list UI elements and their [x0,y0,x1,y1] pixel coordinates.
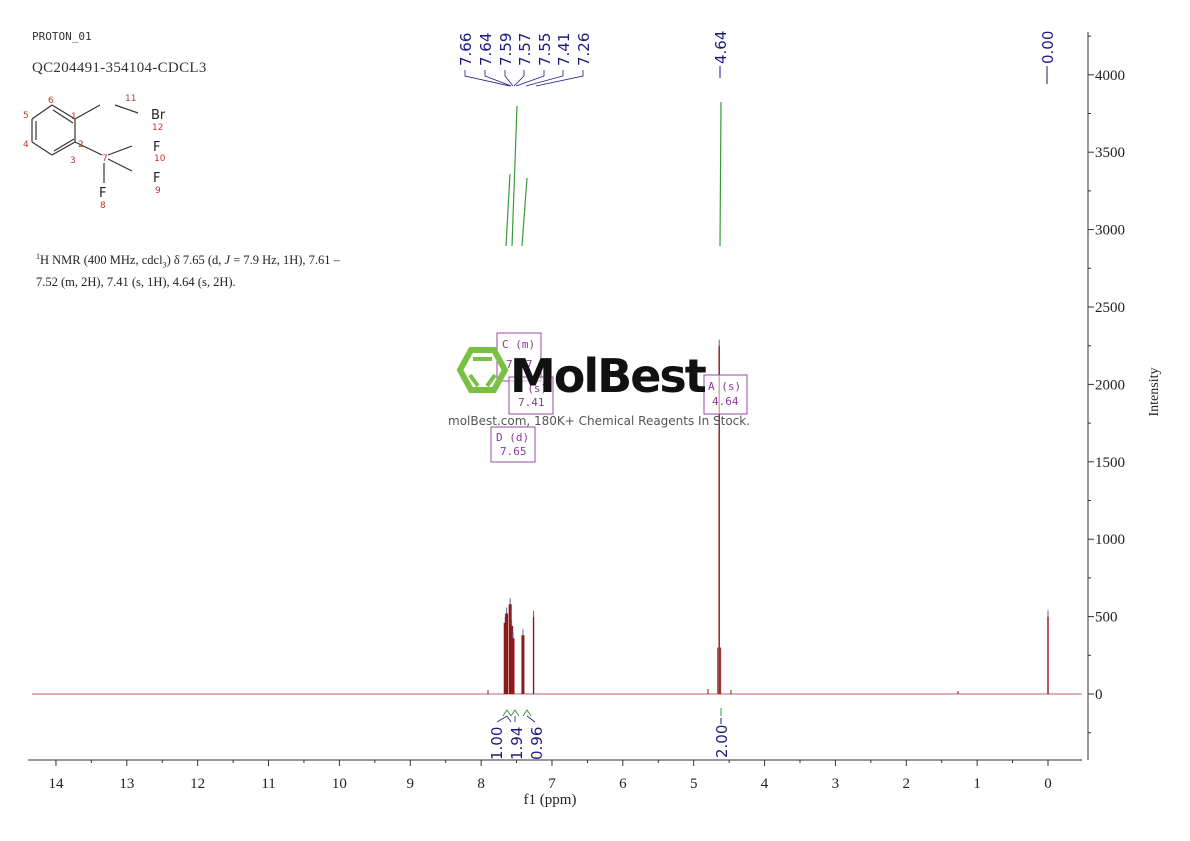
x-tick-label: 12 [190,776,205,792]
x-tick-label: 8 [477,776,485,792]
multiplet-box-d: D (d) 7.65 [490,426,536,463]
y-tick-label: 2500 [1095,300,1125,316]
peak-label-connectors [464,70,584,87]
x-axis: 14 13 12 11 10 9 8 7 6 5 4 3 2 1 0 f1 (ppm) [28,759,1082,808]
atom-label-2: 2 [78,140,84,150]
coupling-symbol: J [224,253,231,268]
atom-label-10: 10 [154,154,166,164]
atom-label-12: 12 [152,123,163,133]
atom-label-4: 4 [23,140,29,150]
atom-label-7: 7 [102,154,108,164]
y-tick-label: 500 [1095,610,1118,626]
y-tick-label: 4000 [1095,68,1125,84]
y-axis: 0 500 1000 1500 2000 2500 3000 3500 4000 Intensi… [1087,32,1162,760]
multiplet-box-a: A (s) 4.64 [703,374,748,415]
peak-label-text: 7.55 [536,33,554,66]
bromine-symbol: Br [151,108,166,123]
x-tick-label: 14 [48,776,64,792]
multiplet-box-shift: 4.64 [712,395,739,408]
multiplet-boxes: C (m) 7.57 B (s) 7.41 D (d) 7.65 A (s) 4… [490,332,748,463]
multiplet-box-title: C (m) [502,338,535,351]
sample-id: QC204491-354104-CDCL3 [32,60,207,76]
atom-label-3: 3 [70,156,76,166]
y-tick-label: 0 [1095,687,1103,703]
peak-label-464: 4.64 [712,31,730,78]
peak-label-text: 7.41 [555,33,573,66]
y-axis-label: Intensity [1147,368,1162,417]
x-tick-label: 9 [407,776,415,792]
atom-label-11: 11 [125,94,136,104]
x-tick-label: 0 [1044,776,1052,792]
spectrum-peak [521,635,525,694]
x-tick-label: 7 [548,776,556,792]
x-tick-label: 1 [973,776,981,792]
spectrum-peak [532,616,535,694]
x-tick-label: 10 [332,776,347,792]
molecule-structure: 1 2 3 4 5 6 7 8 9 10 11 12 Br F F F [23,94,166,211]
integral-label: 0.96 [528,727,546,760]
x-tick-label: 5 [690,776,698,792]
desc-line-2: 7.52 (m, 2H), 7.41 (s, 1H), 4.64 (s, 2H)… [36,274,236,289]
peak-label-text: 7.59 [497,33,515,66]
watermark: MolBest molBest.com, 180K+ Chemical Reag… [448,347,750,428]
peak-label-text: 4.64 [712,31,730,64]
peak-label-text: 0.00 [1039,31,1057,64]
atom-label-5: 5 [23,111,29,121]
integral-label: 1.00 [488,727,506,760]
benzene-logo-icon [456,347,509,393]
fluorine-symbol-9: F [153,171,160,186]
x-tick-label: 13 [119,776,134,792]
superscript: 1 [36,252,40,261]
watermark-brand: MolBest [510,349,706,403]
subscript: 3 [162,260,167,270]
y-tick-label: 2000 [1095,377,1125,393]
fluorine-symbol-8: F [99,186,106,201]
spectrum-peaks [503,339,1049,694]
peak-label-000: 0.00 [1039,31,1057,84]
atom-label-9: 9 [155,186,161,196]
y-tick-label: 3000 [1095,223,1125,239]
y-tick-label: 1500 [1095,455,1125,471]
integral-label: 2.00 [713,725,731,758]
multiplet-box-b: B (s) 7.41 [508,376,554,415]
spectrum-peak [718,345,720,694]
peak-label-text: 7.66 [457,33,475,66]
peak-label-text: 7.57 [516,33,534,66]
x-tick-label: 11 [261,776,275,792]
x-tick-label: 3 [832,776,840,792]
nmr-description: 1H NMR (400 MHz, cdcl3) δ 7.65 (d, J = 7… [36,248,366,291]
watermark-tagline: molBest.com, 180K+ Chemical Reagents In … [448,414,750,428]
spectrum-peak [505,613,509,694]
experiment-name: PROTON_01 [32,30,92,43]
x-tick-label: 6 [619,776,627,792]
satellite-peaks [487,689,959,694]
desc-part: ) δ 7.65 (d, [166,253,225,268]
peak-labels-aromatic: 7.66 7.64 7.59 7.57 7.55 7.41 7.26 [457,33,593,87]
multiplet-box-title: A (s) [708,380,741,393]
multiplet-box-shift: 7.57 [506,358,533,371]
integral-markers: 1.00 1.94 0.96 2.00 [488,708,731,760]
x-tick-label: 2 [903,776,911,792]
multiplet-box-shift: 7.41 [518,396,545,409]
peak-label-text: 7.26 [575,33,593,66]
y-tick-label: 1000 [1095,532,1125,548]
integral-curves [505,101,722,247]
multiplet-box-shift: 7.65 [500,445,527,458]
multiplet-box-title: B (s) [514,382,547,395]
atom-label-1: 1 [71,112,77,122]
spectrum-peak [511,638,515,694]
desc-part: H NMR (400 MHz, cdcl [40,253,163,268]
x-axis-label: f1 (ppm) [524,792,577,808]
fluorine-symbol-10: F [153,140,160,155]
atom-label-6: 6 [48,96,54,106]
peak-label-text: 7.64 [477,33,495,66]
y-tick-label: 3500 [1095,145,1125,161]
spectrum-peak [1047,616,1049,694]
atom-label-8: 8 [100,201,106,211]
integral-label: 1.94 [508,727,526,760]
x-tick-label: 4 [761,776,769,792]
desc-part: = 7.9 Hz, 1H), 7.61 – [230,253,340,268]
multiplet-box-title: D (d) [496,431,529,444]
